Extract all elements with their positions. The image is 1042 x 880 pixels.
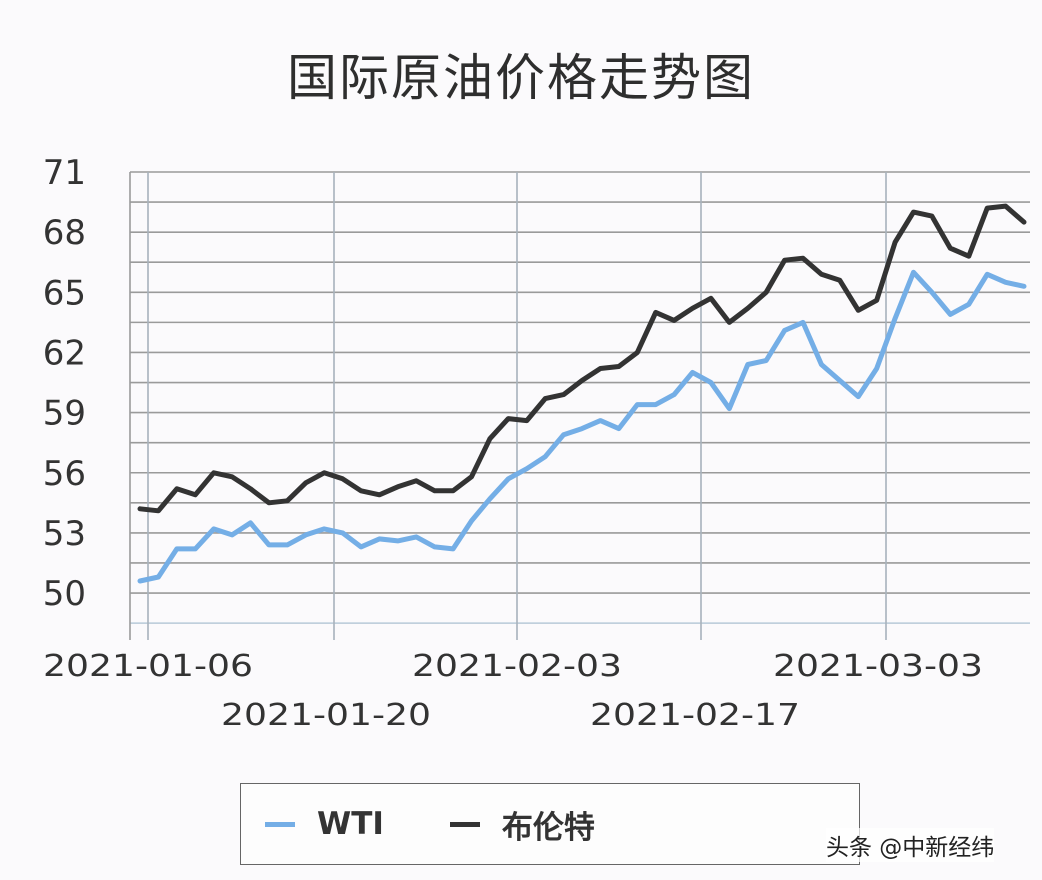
wti-swatch-icon	[265, 821, 295, 827]
legend-label-wti: WTI	[317, 806, 384, 842]
y-tick-label: 71	[43, 153, 86, 193]
x-tick-label: 2021-02-17	[590, 698, 800, 733]
watermark: 头条 @中新经纬	[826, 828, 995, 862]
x-tick-label: 2021-01-06	[43, 649, 253, 684]
brent-swatch-icon	[449, 821, 480, 827]
line-chart: 50 53 56 59 62 65 68 71 2021-01-06 2021-01-20 2021…	[43, 153, 1030, 733]
legend: WTI 布伦特	[240, 783, 860, 865]
legend-item-brent[interactable]: 布伦特	[449, 802, 595, 847]
x-tick-label: 2021-02-03	[412, 649, 622, 684]
chart-title: 国际原油价格走势图	[287, 49, 755, 107]
x-tick-label: 2021-03-03	[773, 649, 983, 684]
y-tick-label: 59	[43, 394, 86, 434]
y-tick-label: 50	[43, 574, 86, 614]
y-tick-label: 68	[43, 213, 86, 253]
legend-item-wti[interactable]: WTI	[265, 806, 384, 842]
y-tick-label: 53	[43, 514, 86, 554]
y-tick-label: 65	[43, 273, 86, 313]
y-tick-label: 62	[43, 333, 86, 373]
legend-label-brent: 布伦特	[501, 809, 595, 846]
x-tick-label: 2021-01-20	[221, 698, 431, 733]
brent-line	[137, 203, 1027, 514]
wti-line	[137, 269, 1027, 584]
y-tick-label: 56	[43, 454, 86, 494]
